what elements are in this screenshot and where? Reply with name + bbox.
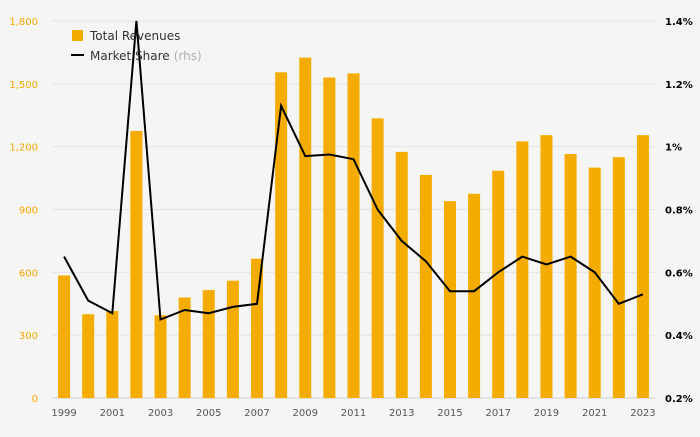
revenue-bar — [395, 151, 408, 398]
revenue-bar — [419, 174, 432, 398]
legend-market-share-name: Market Share — [90, 49, 170, 63]
x-tick-label: 2005 — [196, 408, 221, 419]
revenue-bar — [178, 297, 191, 398]
revenue-bar — [588, 167, 601, 398]
x-tick-label: 2015 — [437, 408, 462, 419]
revenue-bar — [347, 73, 360, 398]
right-tick-label: 0.2% — [665, 394, 693, 405]
revenue-bar — [251, 258, 264, 398]
x-tick-label: 2009 — [293, 408, 318, 419]
revenue-bar — [106, 311, 119, 398]
revenue-bar — [130, 130, 143, 399]
revenue-bars — [58, 57, 649, 399]
revenue-bar — [516, 141, 529, 399]
x-tick-label: 2007 — [244, 408, 269, 419]
legend-label-market-share: Market Share (rhs) — [90, 49, 202, 63]
revenue-bar — [540, 135, 553, 398]
left-tick-label: 1,200 — [9, 143, 38, 154]
x-tick-label: 2011 — [341, 408, 366, 419]
left-tick-label: 300 — [19, 331, 38, 342]
revenue-bar — [58, 275, 71, 398]
revenue-bar — [468, 193, 481, 398]
revenue-bar — [154, 315, 167, 398]
left-axis: 0 300 600 900 1,200 1,500 1,800 — [9, 17, 38, 405]
legend-swatch-total-revenues — [72, 30, 83, 41]
market-share-line — [63, 20, 644, 321]
revenue-bar — [202, 290, 215, 398]
revenue-bar — [612, 157, 625, 398]
revenue-bar — [443, 201, 456, 398]
right-axis: 0.2% 0.4% 0.6% 0.8% 1% 1.2% 1.4% — [665, 17, 693, 405]
x-tick-label: 2019 — [534, 408, 559, 419]
revenue-bar — [323, 77, 336, 399]
legend-market-share-suffix: (rhs) — [174, 49, 202, 63]
right-tick-label: 0.8% — [665, 206, 693, 217]
right-tick-label: 1.4% — [665, 17, 693, 28]
revenue-bar — [299, 57, 312, 399]
left-tick-label: 600 — [19, 268, 38, 279]
left-tick-label: 1,800 — [9, 17, 38, 28]
x-axis: 1999 2001 2003 2005 2007 2009 2011 2013 2015 2017… — [51, 408, 655, 419]
revenue-bar — [226, 280, 239, 398]
revenue-bar — [82, 314, 95, 398]
revenue-bar — [564, 153, 577, 398]
left-tick-label: 1,500 — [9, 80, 38, 91]
left-tick-label: 0 — [32, 394, 38, 405]
revenue-bar — [371, 118, 384, 399]
market-share-line-group — [63, 20, 644, 321]
x-tick-label: 2001 — [100, 408, 125, 419]
revenue-bar — [275, 72, 288, 398]
right-tick-label: 0.6% — [665, 268, 693, 279]
x-tick-label: 2021 — [582, 408, 607, 419]
revenue-bar — [636, 135, 649, 398]
x-tick-label: 2013 — [389, 408, 414, 419]
right-tick-label: 0.4% — [665, 331, 693, 342]
right-tick-label: 1% — [665, 143, 682, 154]
x-tick-label: 1999 — [51, 408, 76, 419]
right-tick-label: 1.2% — [665, 80, 693, 91]
left-tick-label: 900 — [19, 206, 38, 217]
x-tick-label: 2017 — [485, 408, 510, 419]
legend-label-total-revenues: Total Revenues — [89, 29, 180, 43]
revenue-bar — [492, 170, 505, 398]
x-tick-label: 2023 — [630, 408, 655, 419]
legend: Total Revenues Market Share (rhs) — [71, 29, 202, 63]
x-tick-label: 2003 — [148, 408, 173, 419]
